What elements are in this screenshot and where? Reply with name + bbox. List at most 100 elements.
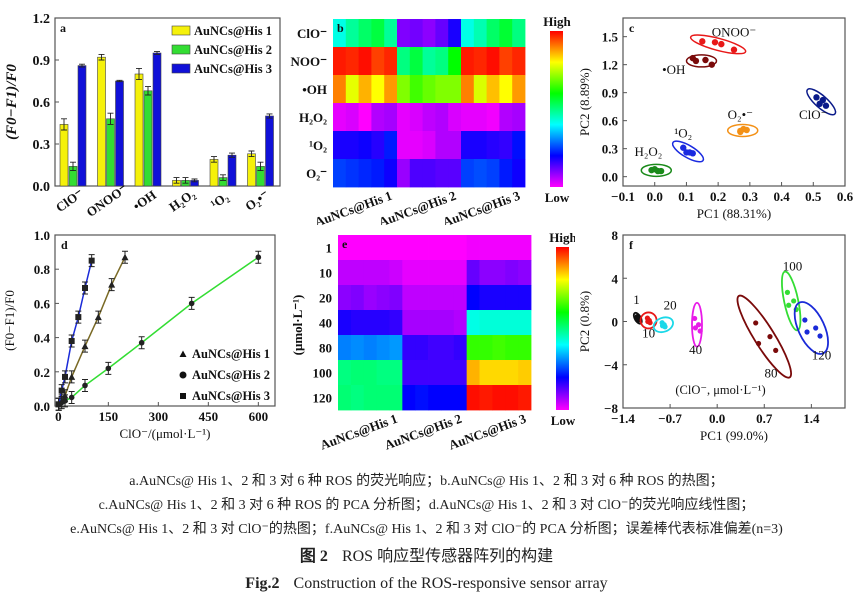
heatmap-cell [512, 75, 526, 104]
y-tick-label: 0.3 [602, 142, 619, 157]
heatmap-cell [512, 131, 526, 160]
group-label: 20 [664, 298, 677, 313]
heatmap-cell [363, 310, 377, 336]
heatmap-cell [428, 285, 442, 311]
heatmap-cell [371, 159, 385, 188]
figure-title-en-text: Construction of the ROS-responsive senso… [293, 575, 608, 592]
error-bar [79, 63, 85, 68]
heatmap-cell [473, 47, 487, 76]
panel-label: d [61, 238, 68, 252]
colorbar [556, 247, 569, 410]
heatmap-cell [505, 335, 519, 361]
heatmap-cell [371, 75, 385, 104]
confidence-ellipse [806, 88, 837, 116]
heatmap-cell [376, 235, 390, 261]
y-tick-label: 0.9 [602, 86, 619, 101]
data-point [737, 128, 744, 136]
heatmap-cell [422, 131, 436, 160]
heatmap-cell [473, 103, 487, 132]
heatmap-cell [363, 360, 377, 386]
heatmap-cell [409, 159, 423, 188]
group-label: O₂•⁻ [728, 107, 753, 122]
heatmap-cell [345, 159, 359, 188]
heatmap-cell [453, 235, 468, 261]
y-tick-label: 4 [612, 271, 619, 286]
group-label: 40 [689, 342, 702, 357]
heatmap-cell [518, 260, 532, 286]
y-tick-label: 0.9 [33, 54, 51, 69]
figure-caption: a.AuNCs@ His 1、2 和 3 对 6 种 ROS 的荧光响应；b.A… [0, 470, 853, 598]
data-point [695, 322, 702, 328]
x-tick-label: −0.1 [611, 189, 635, 204]
heatmap-cell [333, 47, 347, 76]
plot-frame [622, 17, 846, 187]
y-tick-label: 0.6 [33, 96, 51, 111]
x-tick-label: 450 [199, 409, 219, 424]
data-point [105, 365, 112, 372]
heatmap-cell [338, 310, 352, 336]
colorbar [550, 31, 563, 187]
heatmap-cell [428, 360, 442, 386]
heatmap-cell [371, 19, 385, 48]
heatmap-cell [415, 335, 429, 361]
heatmap-cell [402, 335, 416, 361]
heatmap-cell [492, 235, 506, 261]
heatmap-cell [453, 360, 468, 386]
data-point [55, 401, 62, 408]
heatmap-cell [518, 285, 532, 311]
plot-frame [54, 234, 276, 407]
data-point [711, 39, 719, 46]
heatmap-cell [415, 385, 429, 411]
heatmap-cell [435, 47, 449, 76]
heatmap-cell [492, 385, 506, 411]
heatmap-cell [363, 260, 377, 286]
heatmap-cell [389, 385, 403, 411]
row-label: 40 [319, 316, 332, 331]
data-point [82, 285, 88, 292]
group-label: 80 [765, 366, 778, 381]
heatmap-cell [440, 335, 455, 361]
heatmap-cell [402, 360, 416, 386]
y-tick-label: 1.2 [33, 12, 51, 27]
panel-label: e [342, 237, 348, 251]
figure-title-en: Fig.2 Construction of the ROS-responsive … [0, 570, 853, 598]
data-point [121, 253, 129, 261]
heatmap-cell [350, 260, 365, 286]
heatmap-cell [505, 385, 519, 411]
figure-number-cn: 图 2 [299, 548, 328, 565]
heatmap-cell [415, 310, 429, 336]
heatmap-cell [466, 385, 480, 411]
heatmap-cell [505, 260, 519, 286]
bar [59, 124, 69, 187]
bar [265, 115, 274, 187]
x-axis-label: PC1 (99.0%) [700, 428, 768, 443]
heatmap-cell [453, 335, 468, 361]
heatmap-cell [338, 285, 352, 311]
row-label: ClO⁻ [297, 26, 327, 41]
panel-d-linear-scatter: 0 150 300 450 600 0.0 0.2 0.4 0.6 0.8 1.0 ClO⁻/(μmo… [2, 228, 276, 441]
heatmap-cell [345, 103, 359, 132]
heatmap-cell [486, 103, 500, 132]
heatmap-cell [453, 310, 468, 336]
confidence-ellipse [736, 294, 792, 379]
x-tick-label: 0.0 [709, 411, 725, 426]
heatmap-cell [350, 285, 365, 311]
y-tick-label: 0.2 [34, 365, 50, 380]
heatmap-cell [479, 285, 493, 311]
heatmap-cell [505, 360, 519, 386]
fit-line [58, 256, 126, 405]
heatmap-cell [345, 19, 359, 48]
x-tick-label: 300 [149, 409, 169, 424]
group-label: H₂O₂ [634, 144, 662, 159]
heatmap-cell [435, 103, 449, 132]
heatmap-cell [512, 19, 526, 48]
error-bar [116, 79, 123, 83]
group-label: ¹O₂ [674, 125, 692, 140]
data-point [689, 150, 696, 157]
heatmap-cell [376, 285, 390, 311]
error-bar [136, 67, 142, 81]
data-point [791, 298, 797, 304]
x-tick-label: 0.2 [710, 189, 726, 204]
heatmap-cell [402, 235, 416, 261]
heatmap-cell [499, 47, 513, 76]
